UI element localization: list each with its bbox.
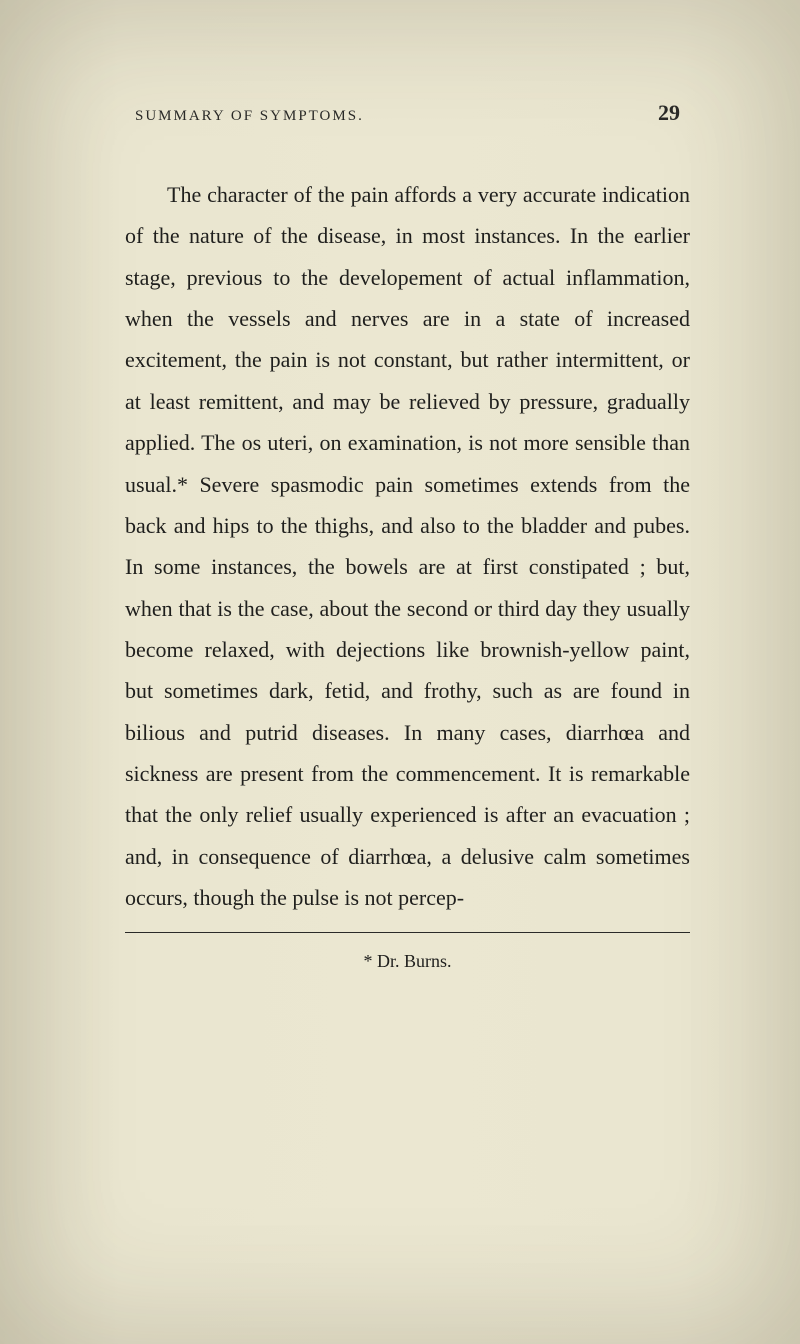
page-number: 29 [658,100,680,126]
running-head: SUMMARY OF SYMPTOMS. [135,108,364,125]
footnote-text: * Dr. Burns. [125,951,690,972]
page-container: SUMMARY OF SYMPTOMS. 29 The character of… [0,0,800,1344]
footnote-divider [125,932,690,933]
body-paragraph: The character of the pain affords a very… [125,174,690,918]
page-header: SUMMARY OF SYMPTOMS. 29 [125,100,690,126]
